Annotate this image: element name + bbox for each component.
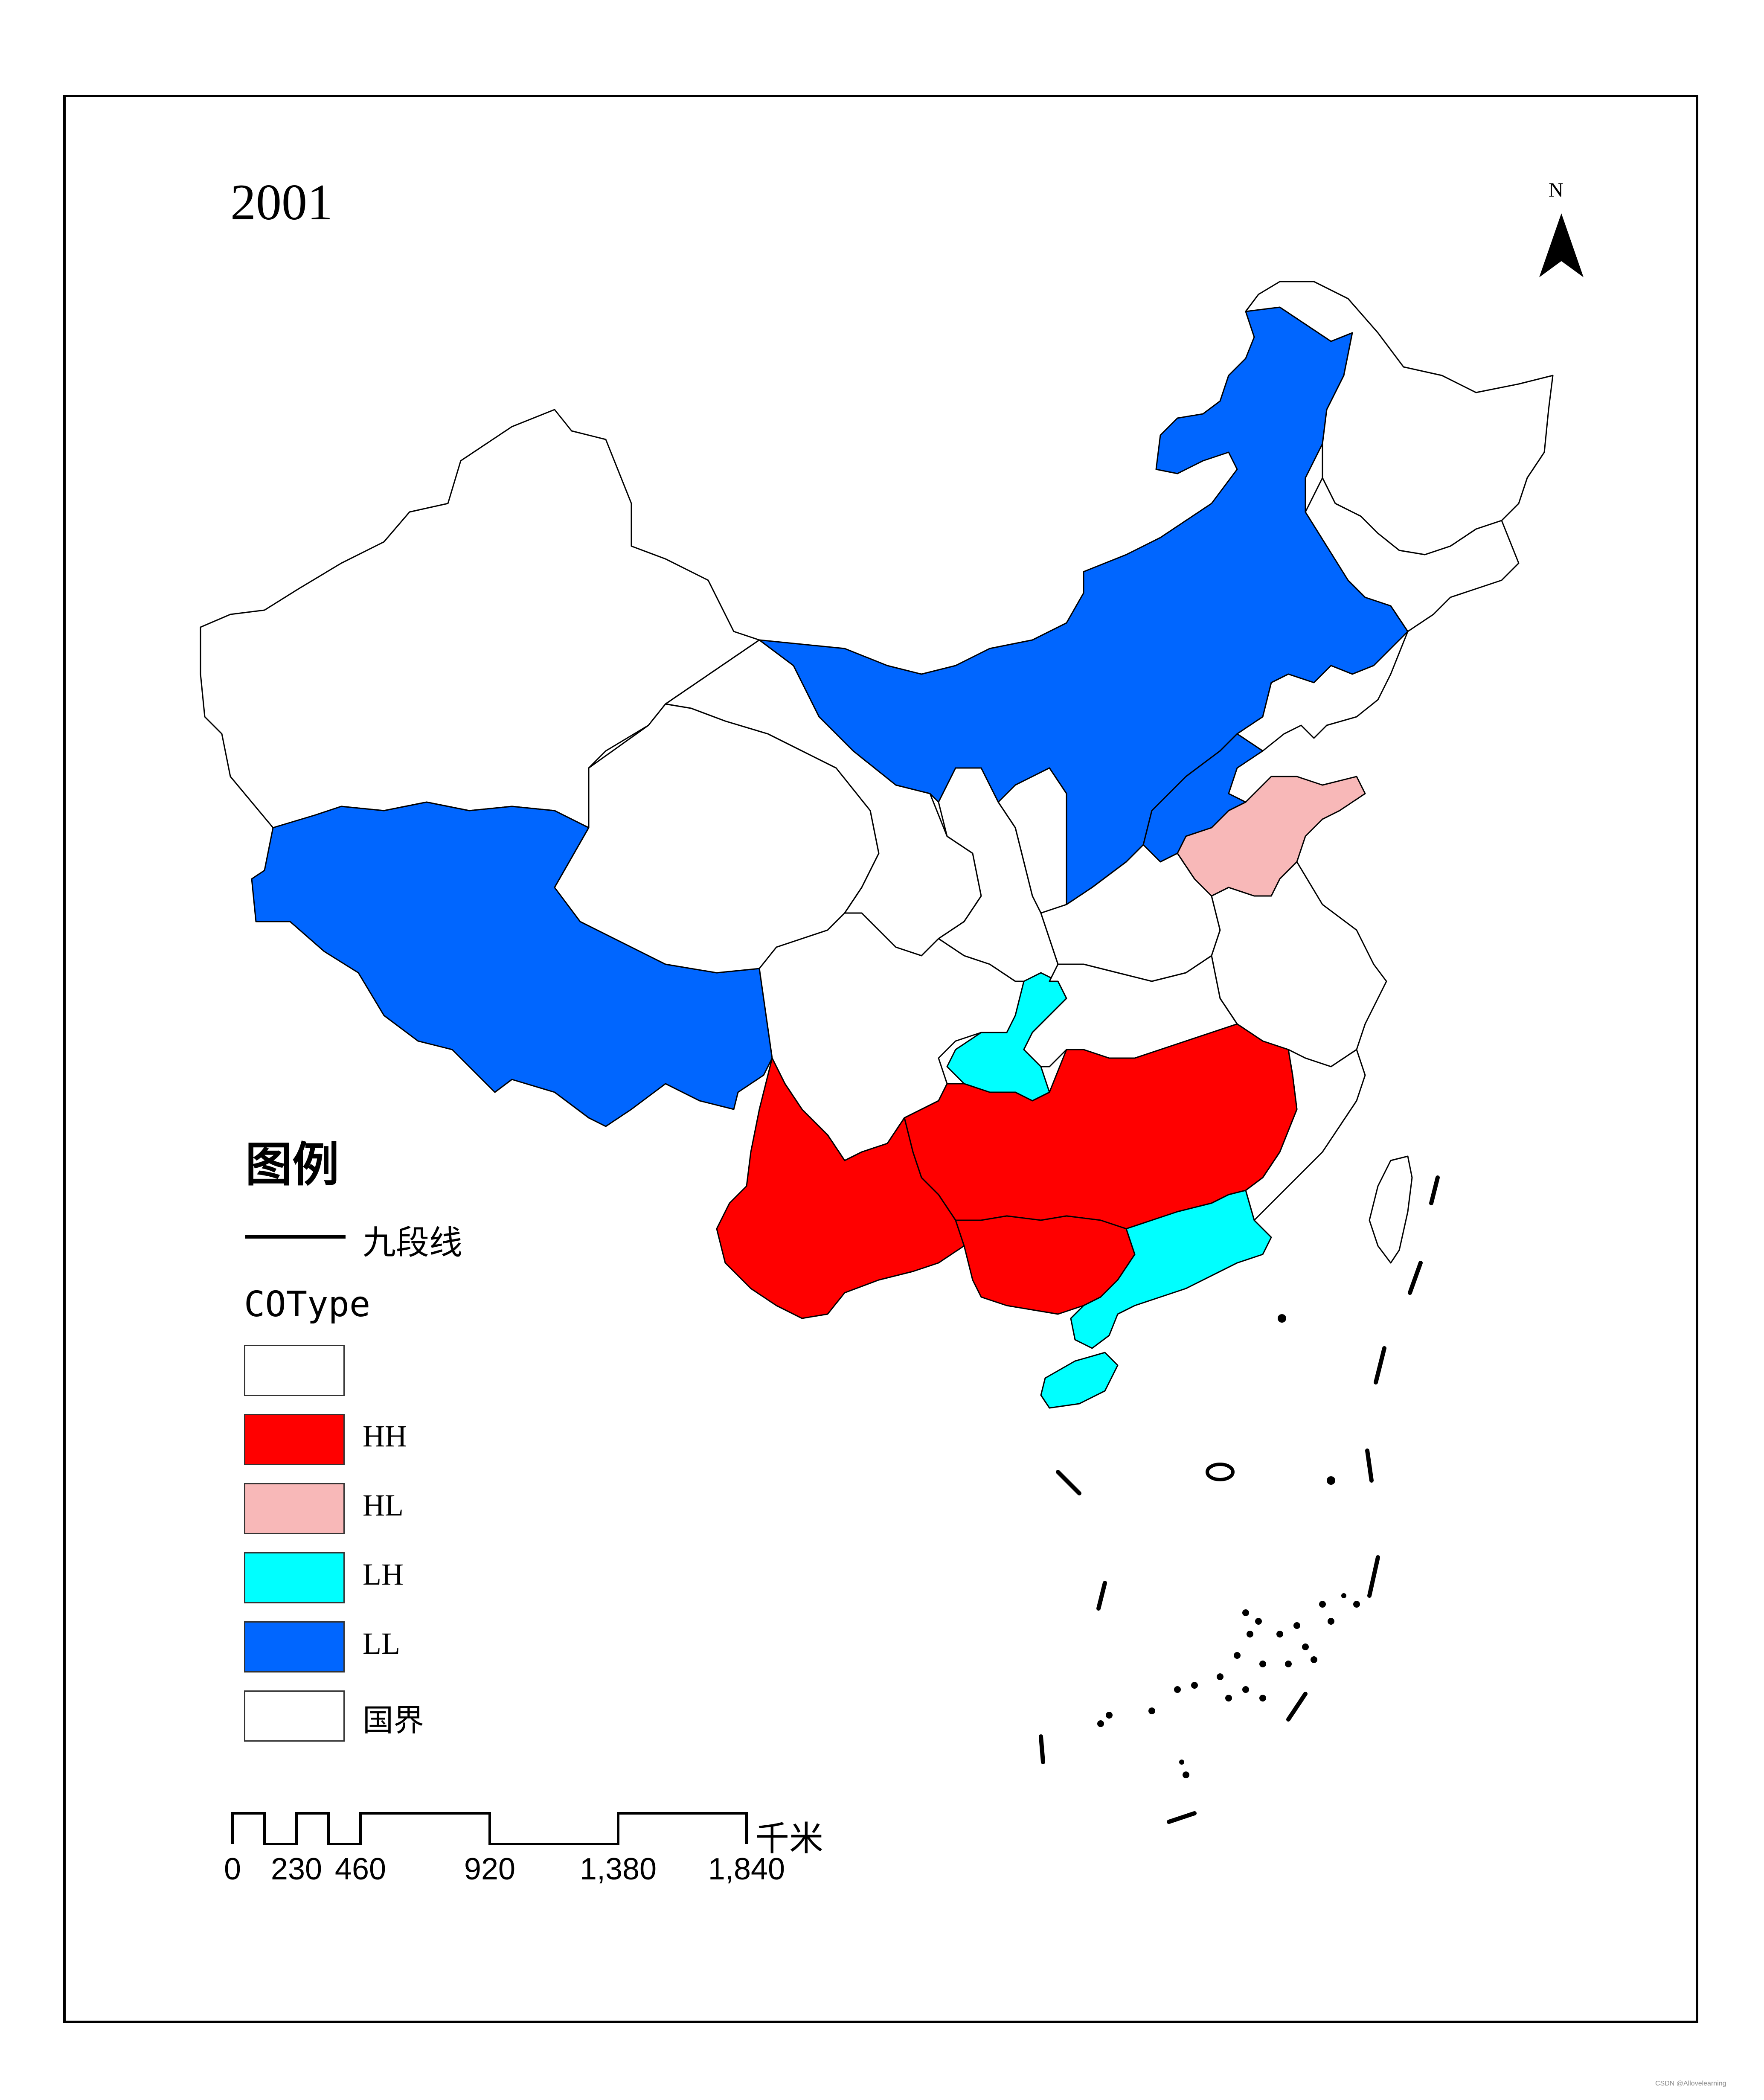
scale-tick-460: 460	[334, 1852, 387, 1886]
watermark: CSDN @Allovelearning	[1655, 2080, 1726, 2087]
scale-unit: 千米	[755, 1819, 823, 1859]
region-tibet	[251, 801, 773, 1127]
legend-swatch-blank	[244, 1345, 345, 1396]
scale-bar	[231, 1812, 748, 1845]
nine-dash-legend-line	[245, 1235, 346, 1239]
map-frame	[63, 95, 1698, 2023]
region-yunnan	[716, 1057, 965, 1319]
scale-tick-1840: 1,840	[708, 1852, 785, 1886]
legend-swatch-border	[244, 1690, 345, 1742]
south-sea-islands	[1097, 1314, 1360, 1778]
legend-label-border: 国界	[363, 1702, 424, 1738]
scale-tick-920: 920	[464, 1852, 516, 1886]
legend-swatch-hh	[244, 1414, 345, 1465]
legend-label-hh: HH	[363, 1419, 407, 1453]
map-title-year: 2001	[230, 174, 333, 230]
legend-swatch-ll	[244, 1621, 345, 1672]
region-hainan	[1040, 1352, 1119, 1409]
scale-tick-230: 230	[270, 1852, 323, 1886]
legend-swatch-hl	[244, 1483, 345, 1534]
scale-tick-0: 0	[224, 1852, 241, 1886]
legend-label-lh: LH	[363, 1557, 404, 1591]
north-arrow-icon	[1539, 213, 1584, 277]
legend-title: 图例	[245, 1137, 339, 1192]
legend-label-hl: HL	[363, 1488, 404, 1522]
legend-swatch-lh	[244, 1552, 345, 1603]
legend-field-name: COType	[244, 1284, 371, 1325]
region-jilin	[1305, 477, 1520, 632]
nine-dash-line	[1039, 1175, 1440, 1824]
region-taiwan	[1369, 1155, 1413, 1264]
region-guangdong	[1070, 1190, 1272, 1349]
nine-dash-legend-label: 九段线	[363, 1224, 463, 1262]
north-label: N	[1549, 179, 1563, 201]
legend-label-ll: LL	[363, 1626, 400, 1661]
scale-tick-1380: 1,380	[579, 1852, 657, 1886]
